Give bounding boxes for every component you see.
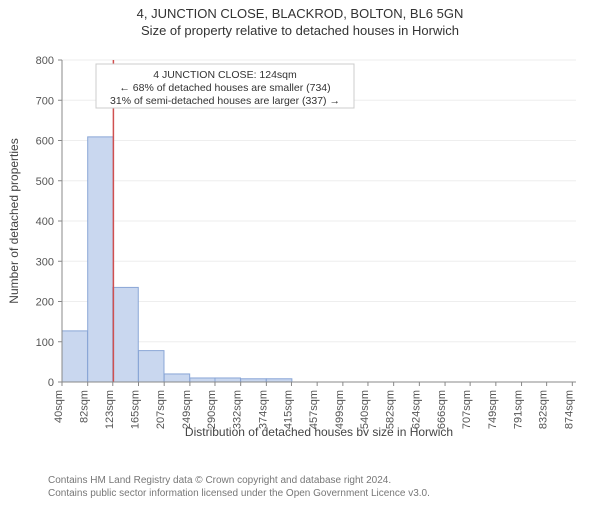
x-tick-label: 624sqm [410, 390, 422, 429]
y-tick-label: 800 [36, 55, 54, 67]
x-tick-label: 40sqm [53, 390, 65, 423]
annotation-line: 31% of semi-detached houses are larger (… [110, 95, 340, 107]
y-tick-label: 500 [36, 176, 54, 188]
page-title: 4, JUNCTION CLOSE, BLACKROD, BOLTON, BL6… [0, 6, 600, 21]
x-tick-label: 207sqm [155, 390, 167, 429]
histogram-bar [62, 331, 87, 382]
footnote: Contains HM Land Registry data © Crown c… [48, 474, 430, 500]
x-tick-label: 499sqm [334, 390, 346, 429]
x-axis-label: Distribution of detached houses by size … [185, 425, 453, 436]
x-tick-label: 165sqm [129, 390, 141, 429]
histogram-bar [88, 137, 113, 382]
x-tick-label: 415sqm [282, 390, 294, 429]
x-tick-label: 791sqm [513, 390, 525, 429]
x-tick-label: 457sqm [308, 390, 320, 429]
y-tick-label: 600 [36, 136, 54, 148]
y-axis-label: Number of detached properties [7, 138, 21, 303]
x-tick-label: 707sqm [461, 390, 473, 429]
histogram-bar [113, 287, 138, 382]
y-tick-label: 100 [36, 337, 54, 349]
page-subtitle: Size of property relative to detached ho… [0, 23, 600, 38]
x-tick-label: 290sqm [206, 390, 218, 429]
chart-svg: 0 100 200 300 400 500 600 700 800 40sqm 82sqm 123sq… [0, 46, 600, 436]
footnote-line: Contains public sector information licen… [48, 487, 430, 500]
annotation-line: ← 68% of detached houses are smaller (73… [119, 82, 330, 94]
histogram-bar [164, 374, 189, 382]
x-tick-label: 374sqm [257, 390, 269, 429]
y-tick-label: 400 [36, 216, 54, 228]
y-tick-label: 300 [36, 256, 54, 268]
histogram-bar [215, 378, 240, 382]
x-tick-label: 82sqm [79, 390, 91, 423]
y-tick-label: 200 [36, 297, 54, 309]
annotation-line: 4 JUNCTION CLOSE: 124sqm [153, 69, 297, 81]
histogram-bar [138, 351, 163, 382]
x-tick-label: 582sqm [385, 390, 397, 429]
y-tick-label: 0 [48, 377, 54, 389]
footnote-line: Contains HM Land Registry data © Crown c… [48, 474, 430, 487]
x-tick-label: 874sqm [563, 390, 575, 429]
x-tick-label: 123sqm [104, 390, 116, 429]
x-tick-label: 540sqm [359, 390, 371, 429]
histogram-bar [190, 378, 215, 382]
x-tick-label: 249sqm [181, 390, 193, 429]
x-tick-label: 749sqm [487, 390, 499, 429]
x-tick-label: 666sqm [436, 390, 448, 429]
histogram-chart: 0 100 200 300 400 500 600 700 800 40sqm 82sqm 123sq… [0, 46, 600, 436]
y-tick-label: 700 [36, 95, 54, 107]
x-tick-label: 832sqm [538, 390, 550, 429]
x-tick-label: 332sqm [232, 390, 244, 429]
